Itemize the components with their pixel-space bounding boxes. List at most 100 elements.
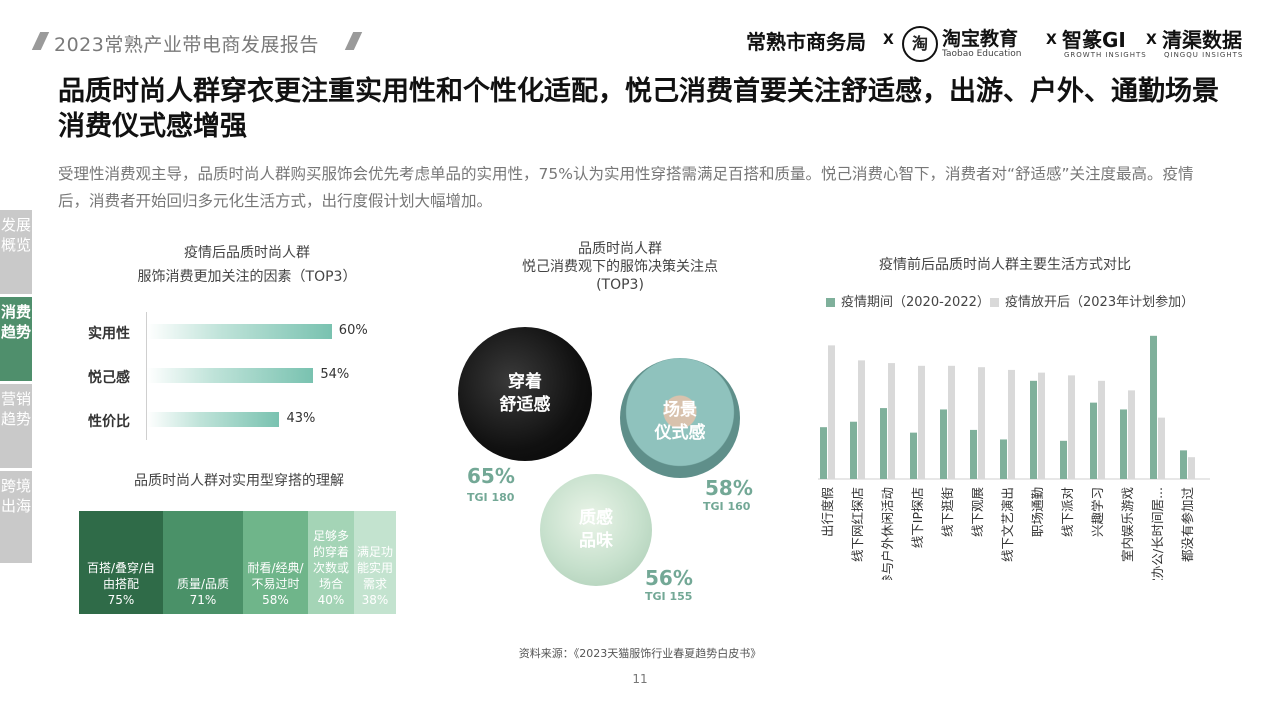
title-decor-slash — [344, 32, 363, 50]
lifestyle-category-label: 职场通勤 — [1030, 487, 1045, 537]
bar-after — [978, 367, 985, 479]
ritual-label-l2: 仪式感 — [654, 423, 706, 443]
lifestyle-chart: 出行度假 线下网红探店 参与户外休闲活动 线下IP探店 线下逛街 线下观展 线下文艺演出 职场… — [818, 335, 1210, 580]
matrix-cell: 足够多的穿着次数或场合 40% — [308, 511, 354, 614]
matrix-cell-value: 38% — [361, 593, 389, 607]
lifestyle-category-label: 室内娱乐游戏 — [1120, 487, 1135, 562]
comfort-tgi: TGI 180 — [467, 491, 515, 504]
texture-tgi: TGI 155 — [645, 590, 693, 603]
matrix-cell-value: 75% — [107, 593, 135, 607]
matrix-cell: 百搭/叠穿/自由搭配 75% — [79, 511, 163, 614]
lifestyle-category-label: 线下派对 — [1060, 487, 1075, 537]
comfort-bubble: 穿着 舒适感 — [458, 327, 592, 461]
lifestyle-category-label: 线下文艺演出 — [1000, 487, 1015, 562]
factors-chart-title-line2: 服饰消费更加关注的因素（TOP3） — [137, 269, 357, 285]
page-summary: 受理性消费观主导，品质时尚人群购买服饰会优先考虑单品的实用性，75%认为实用性穿… — [58, 165, 1194, 210]
bar-during — [1030, 380, 1037, 479]
legend-swatch-during — [826, 298, 835, 307]
cross-mark: X — [883, 32, 894, 48]
lifestyle-category-label: 线下网红探店 — [850, 487, 865, 562]
matrix-cell-label: 耐看/经典/不易过时 — [247, 561, 304, 591]
comfort-pct: 65% — [467, 464, 515, 488]
bar-after — [1158, 417, 1165, 479]
lifestyle-category-label: 线下IP探店 — [910, 487, 925, 548]
factor-bar — [147, 412, 280, 427]
nav-item-consumption[interactable]: 消费趋势 — [0, 297, 32, 381]
partner-taobao-education: 淘宝教育 — [942, 28, 1019, 50]
page-title: 品质时尚人群穿衣更注重实用性和个性化适配，悦己消费首要关注舒适感，出游、户外、通… — [58, 76, 1219, 142]
bar-during — [880, 408, 887, 479]
bar-after — [948, 365, 955, 479]
matrix-cell: 满足功能实用需求 38% — [354, 511, 396, 614]
report-title: 2023常熟产业带电商发展报告 — [54, 34, 319, 56]
matrix-cell-value: 71% — [189, 593, 217, 607]
bar-during — [820, 427, 827, 479]
bubbles-title-line3: (TOP3) — [596, 277, 644, 293]
factors-chart-title-line1: 疫情后品质时尚人群 — [184, 245, 310, 261]
cross-mark: X — [1046, 32, 1057, 48]
bar-after — [1098, 380, 1105, 479]
legend-swatch-after — [990, 298, 999, 307]
factor-bar — [147, 324, 332, 339]
texture-label-l2: 品味 — [579, 531, 613, 551]
legend-label-during: 疫情期间（2020-2022） — [841, 295, 990, 310]
bar-during — [1090, 402, 1097, 479]
bar-during — [970, 429, 977, 479]
legend-label-after: 疫情放开后（2023年计划参加） — [1005, 295, 1195, 310]
taobao-logo-icon: 淘 — [902, 26, 938, 62]
partner-logos: 常熟市商务局 X 淘 淘宝教育 Taobao Education X 智篆GI … — [746, 22, 1256, 66]
matrix-cell-label: 足够多的穿着次数或场合 — [312, 529, 349, 591]
ritual-tgi: TGI 160 — [703, 500, 751, 513]
lifestyle-category-label: 都没有参加过 — [1180, 487, 1195, 563]
ritual-label-l1: 场景 — [663, 400, 697, 420]
texture-label-l1: 质感 — [579, 508, 613, 528]
matrix-cell: 质量/品质 71% — [163, 511, 243, 614]
bar-after — [858, 360, 865, 479]
bubbles-title-line2: 悦己消费观下的服饰决策关注点 — [522, 259, 718, 275]
bar-after — [918, 365, 925, 479]
legend-item-during: 疫情期间（2020-2022） — [826, 291, 990, 310]
page-number: 11 — [632, 672, 648, 686]
bar-during — [850, 421, 857, 479]
bar-after — [1128, 390, 1135, 479]
texture-bubble: 质感 品味 — [540, 474, 652, 586]
matrix-cell-value: 58% — [262, 593, 289, 607]
nav-item-overview[interactable]: 发展概览 — [0, 210, 32, 294]
bar-after — [1068, 375, 1075, 479]
bar-after — [888, 363, 895, 479]
bar-during — [910, 432, 917, 479]
factor-label: 实用性 — [88, 326, 130, 342]
practical-matrix-title: 品质时尚人群对实用型穿搭的理解 — [134, 473, 344, 489]
bar-after — [1008, 369, 1015, 479]
comfort-label-l1: 穿着 — [508, 372, 542, 392]
factor-value-label: 60% — [338, 323, 368, 338]
matrix-cell: 耐看/经典/不易过时 58% — [243, 511, 308, 614]
factor-label: 悦己感 — [88, 370, 130, 386]
ritual-bubble: 场景 仪式感 — [620, 358, 740, 478]
lifestyle-category-label: 居家办公/长时间居... — [1150, 487, 1165, 580]
lifestyle-chart-title: 疫情前后品质时尚人群主要生活方式对比 — [879, 257, 1131, 273]
bar-during — [1150, 335, 1157, 479]
lifestyle-category-label: 兴趣学习 — [1090, 487, 1105, 537]
factor-bar — [147, 368, 314, 383]
nav-item-crossborder[interactable]: 跨境出海 — [0, 471, 32, 563]
factor-value-label: 43% — [286, 411, 316, 426]
matrix-cell-label: 质量/品质 — [176, 577, 230, 591]
factor-label: 性价比 — [88, 414, 130, 430]
bar-after — [828, 345, 835, 479]
bar-during — [1120, 409, 1127, 479]
source-note: 资料来源：《2023天猫服饰行业春夏趋势白皮书》 — [518, 647, 762, 660]
partner-growth-insights: 智篆GI — [1062, 28, 1126, 52]
bar-during — [1000, 439, 1007, 479]
lifestyle-category-label: 线下观展 — [970, 487, 985, 537]
partner-qingqu: 清渠数据 — [1162, 28, 1242, 52]
partner-qingqu-sub: QINGQU INSIGHTS — [1164, 51, 1244, 59]
lifestyle-category-label: 参与户外休闲活动 — [880, 487, 895, 580]
texture-pct: 56% — [645, 566, 693, 590]
matrix-cell-label: 满足功能实用需求 — [356, 545, 393, 591]
partner-growth-insights-sub: GROWTH INSIGHTS — [1064, 51, 1147, 59]
partner-taobao-education-sub: Taobao Education — [942, 49, 1022, 59]
matrix-cell-value: 40% — [317, 593, 345, 607]
bar-after — [1188, 457, 1195, 479]
nav-item-marketing[interactable]: 营销趋势 — [0, 384, 32, 468]
